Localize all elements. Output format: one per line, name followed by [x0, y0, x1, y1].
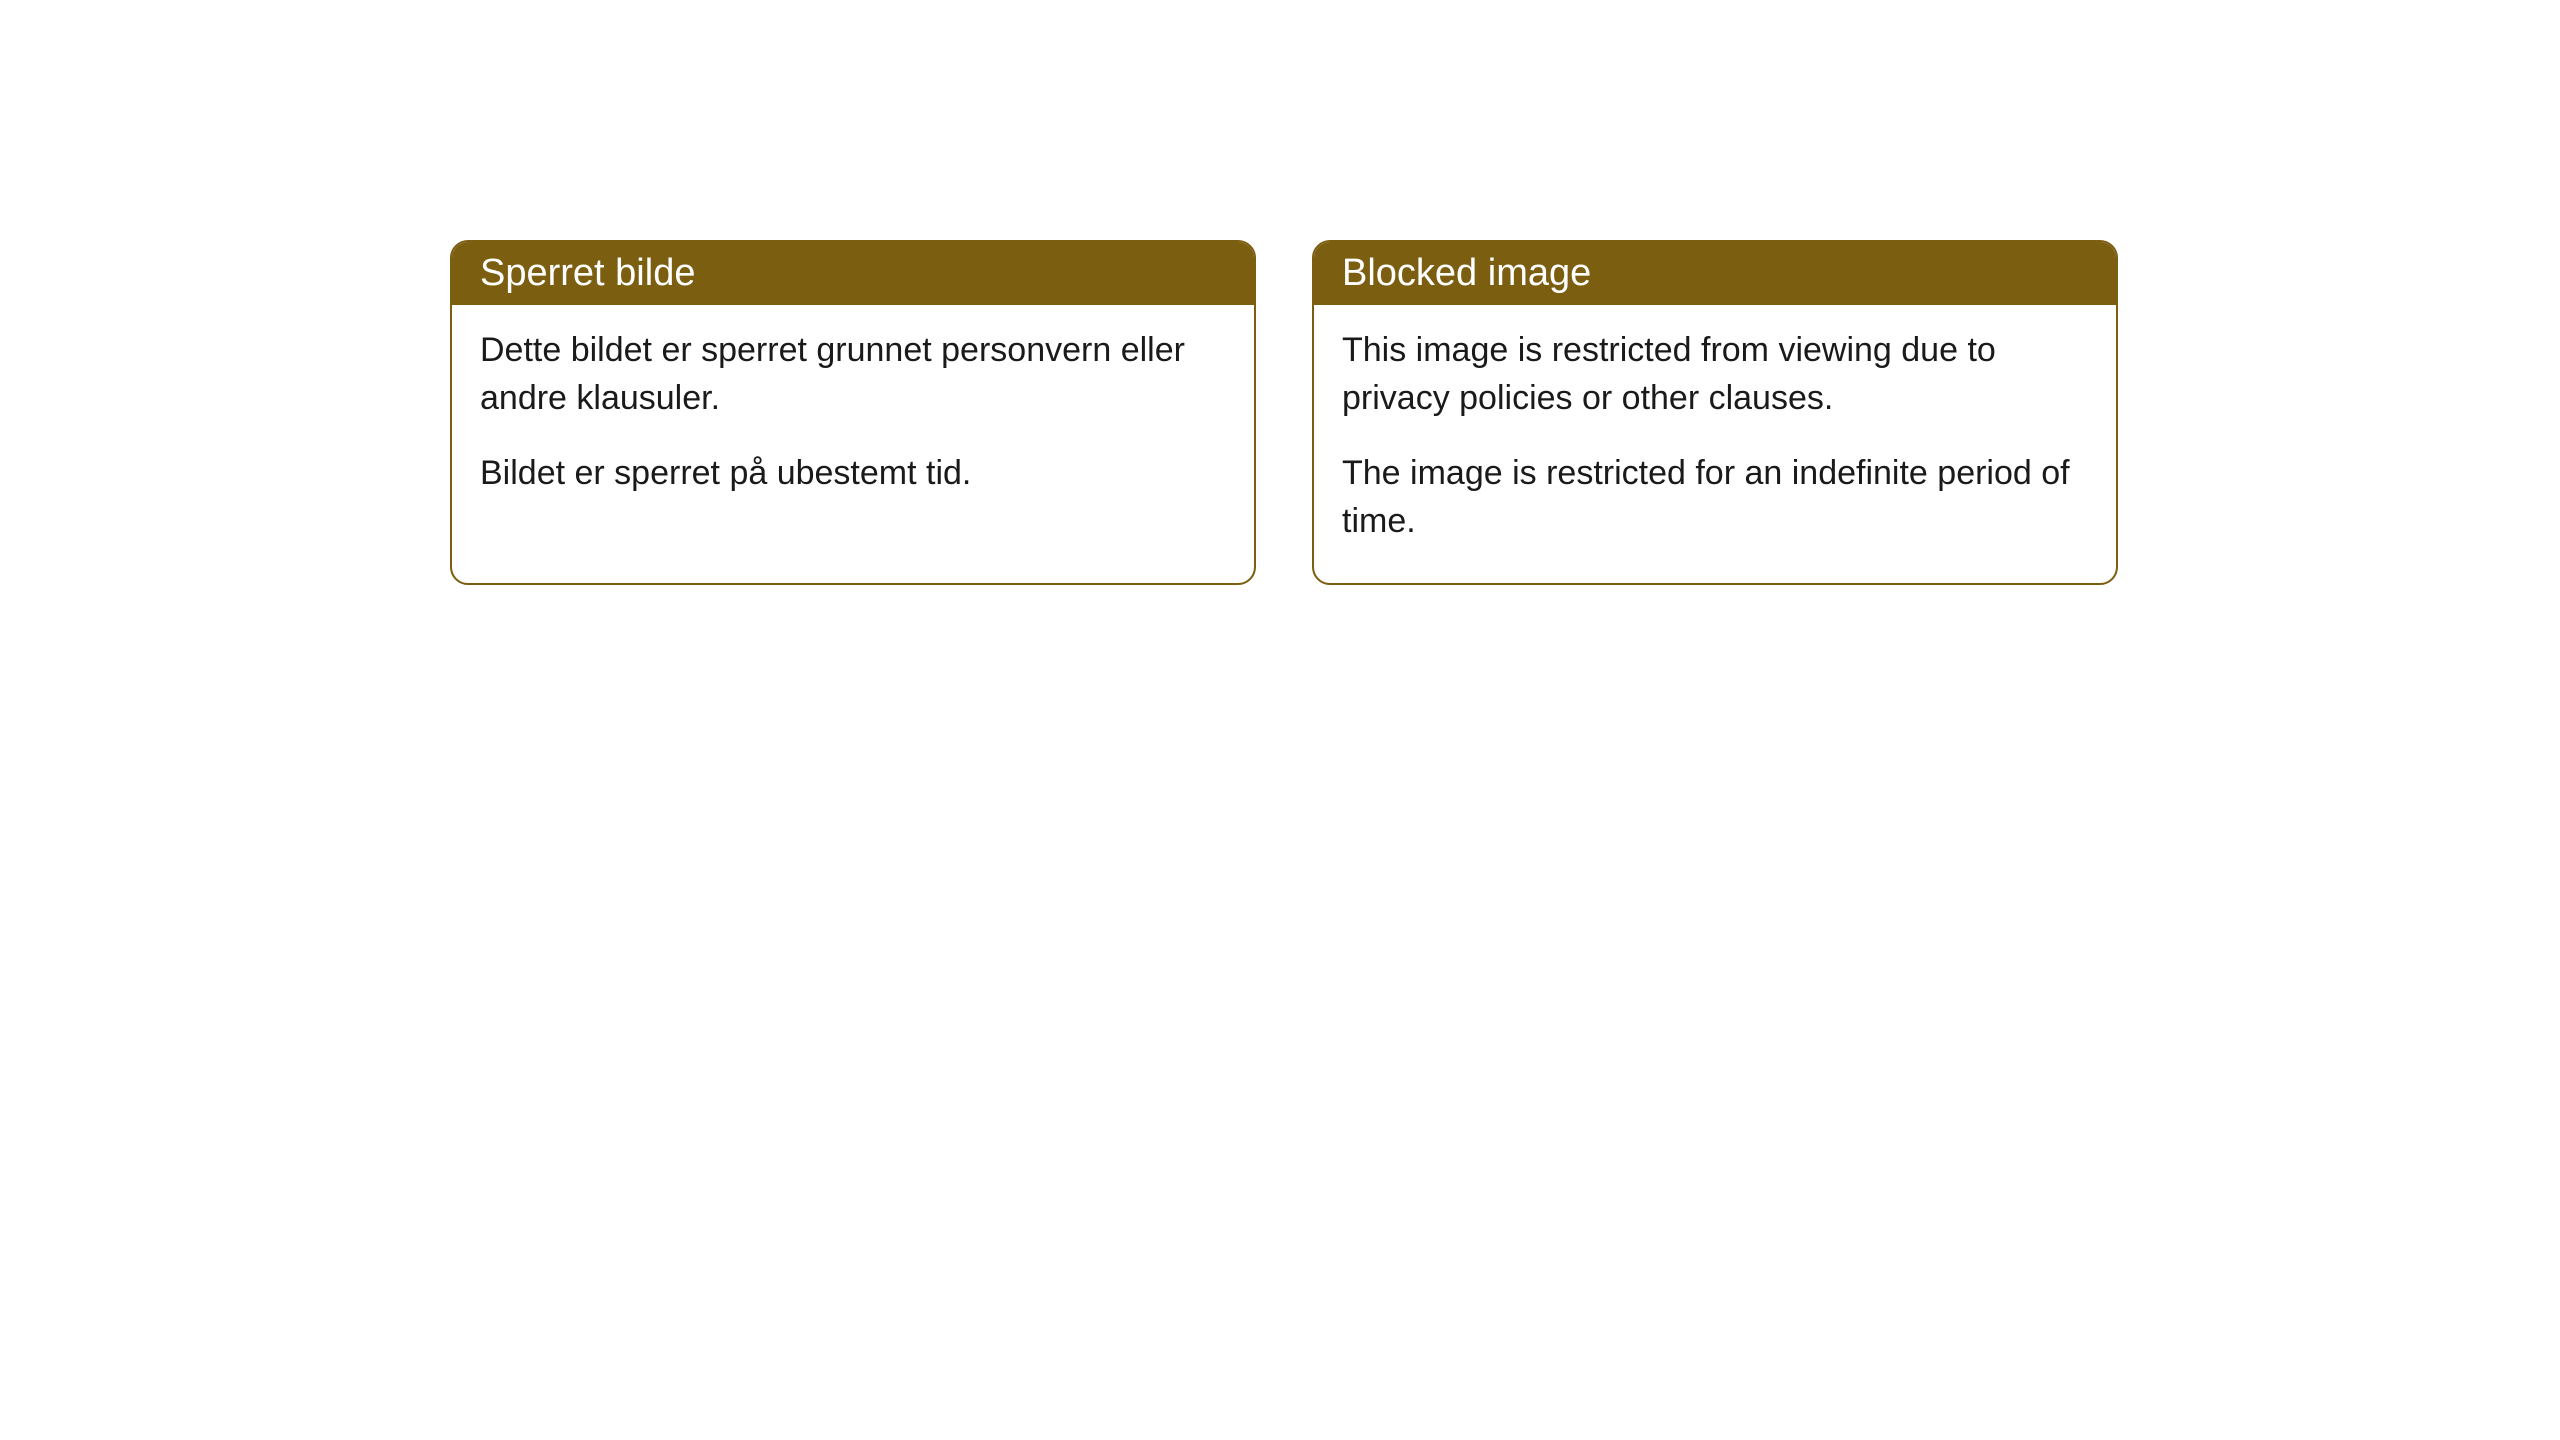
card-paragraph: This image is restricted from viewing du…: [1342, 327, 2088, 422]
card-body-norwegian: Dette bildet er sperret grunnet personve…: [452, 305, 1254, 536]
card-paragraph: Bildet er sperret på ubestemt tid.: [480, 450, 1226, 498]
card-body-english: This image is restricted from viewing du…: [1314, 305, 2116, 583]
notice-card-norwegian: Sperret bilde Dette bildet er sperret gr…: [450, 240, 1256, 585]
card-header-english: Blocked image: [1314, 242, 2116, 305]
card-header-norwegian: Sperret bilde: [452, 242, 1254, 305]
notice-card-english: Blocked image This image is restricted f…: [1312, 240, 2118, 585]
card-paragraph: Dette bildet er sperret grunnet personve…: [480, 327, 1226, 422]
card-paragraph: The image is restricted for an indefinit…: [1342, 450, 2088, 545]
notice-cards-container: Sperret bilde Dette bildet er sperret gr…: [450, 240, 2118, 585]
